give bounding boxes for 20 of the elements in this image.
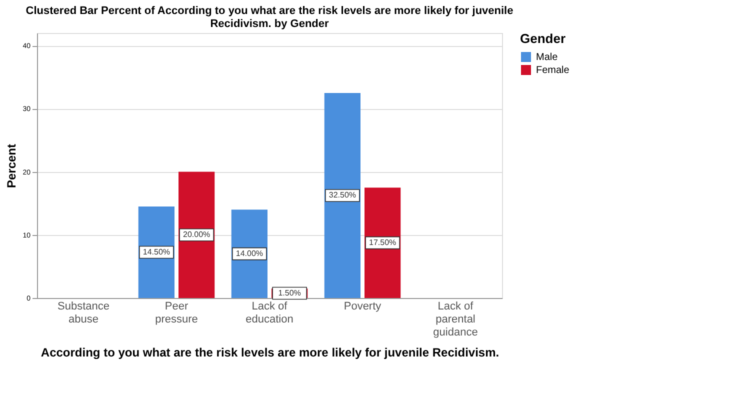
data-label: 1.50% xyxy=(278,288,301,298)
y-axis-title: Percent xyxy=(4,144,19,188)
x-tick-label: Poverty xyxy=(344,300,382,312)
data-label: 14.00% xyxy=(236,248,263,258)
chart-title: Clustered Bar Percent of According to you what are the risk levels are more likely for juvenile Recidivism. by Gender xyxy=(26,5,514,30)
x-tick-label: Lack of education xyxy=(246,300,294,326)
x-tick-label: Lack of parental guidance xyxy=(433,300,478,338)
bar xyxy=(364,188,401,298)
legend-title: Gender xyxy=(520,31,566,46)
bar xyxy=(324,92,360,298)
bar xyxy=(178,172,215,298)
x-axis-title: According to you what are the risk levels are more likely for juvenile Recidivism. xyxy=(40,346,500,360)
data-label: 32.50% xyxy=(328,190,356,200)
x-tick-label: Substance abuse xyxy=(58,300,110,326)
legend-label: Male xyxy=(536,52,558,63)
legend-label: Female xyxy=(536,65,570,76)
data-label: 17.50% xyxy=(369,238,396,247)
x-tick-label: Peer pressure xyxy=(155,300,198,326)
data-label: 20.00% xyxy=(183,230,210,239)
data-label: 14.50% xyxy=(142,247,170,256)
